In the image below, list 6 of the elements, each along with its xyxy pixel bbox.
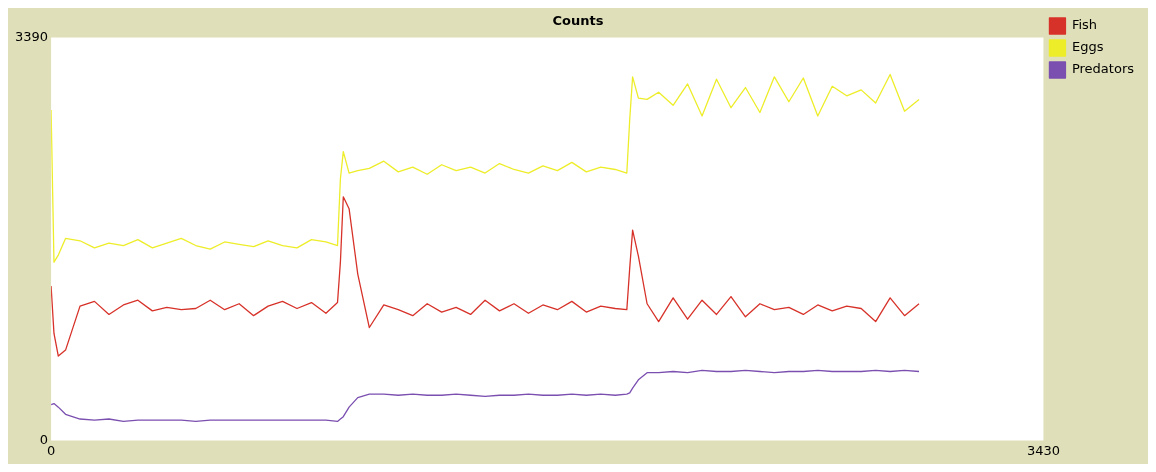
chart-title: Counts [552, 13, 604, 29]
y-tick-label: 3390 [14, 28, 49, 44]
legend-label: Fish [1071, 17, 1098, 33]
x-tick-label: 3430 [1026, 442, 1060, 458]
legend-label: Eggs [1071, 39, 1104, 55]
legend-label: Predators [1071, 61, 1135, 77]
